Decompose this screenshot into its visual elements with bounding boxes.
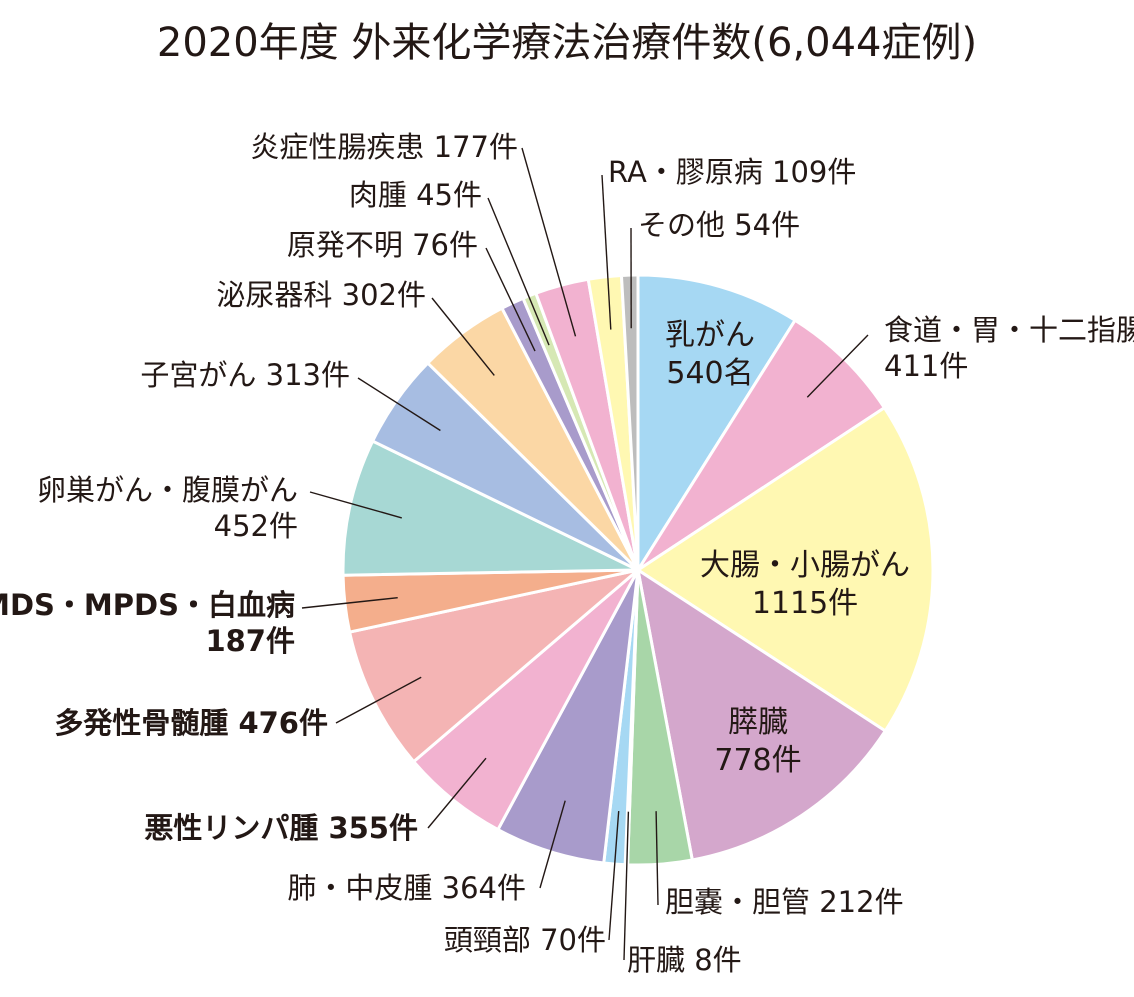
slice-label-5: 肝臓 8件 [627,943,742,977]
slice-label-6: 頭頸部 70件 [444,923,606,957]
slice-label-4: 胆嚢・胆管 212件 [665,885,904,919]
slice-label-12: 子宮がん 313件 [140,358,350,392]
slice-label-9: 多発性骨髄腫 476件 [54,706,328,740]
slice-label-17: RA・膠原病 109件 [608,155,856,189]
chart-title: 2020年度 外来化学療法治療件数(6,044症例) [157,20,977,66]
slice-label-14: 原発不明 76件 [287,228,478,262]
slice-label-8: 悪性リンパ腫 355件 [144,811,418,845]
slice-label-16: 炎症性腸疾患 177件 [250,130,518,164]
slice-label-7: 肺・中皮腫 364件 [287,871,526,905]
slice-label-13: 泌尿器科 302件 [216,278,426,312]
slice-label-18: その他 54件 [638,208,800,242]
slice-label-15: 肉腫 45件 [349,178,482,212]
